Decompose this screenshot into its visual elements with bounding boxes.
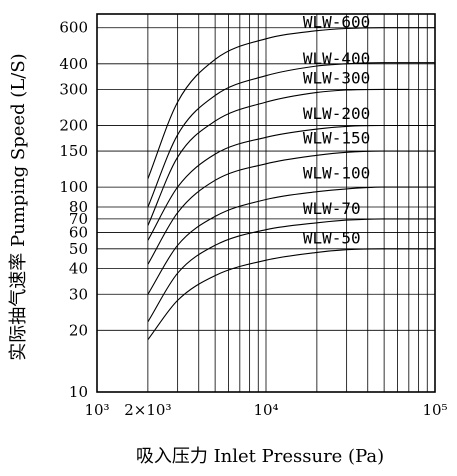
y-tick-label: 10 xyxy=(69,383,88,401)
y-tick-label: 100 xyxy=(59,178,88,196)
curve-wlw-50 xyxy=(147,248,435,341)
x-tick-label: 10⁵ xyxy=(422,401,447,419)
x-tick-label: 10³ xyxy=(84,401,109,419)
y-tick-label: 300 xyxy=(59,80,88,98)
series-curves xyxy=(147,27,435,341)
y-tick-label: 600 xyxy=(59,19,88,37)
y-tick-label: 20 xyxy=(69,321,88,339)
y-tick-label: 30 xyxy=(69,285,88,303)
y-tick-label: 200 xyxy=(59,116,88,134)
grid xyxy=(97,14,435,392)
curve-wlw-300 xyxy=(147,88,409,226)
y-tick-label: 80 xyxy=(69,198,88,216)
y-tick-label: 60 xyxy=(69,224,88,242)
y-tick-label: 50 xyxy=(69,240,88,258)
curve-wlw-400 xyxy=(147,62,435,208)
x-tick-label: 2×10³ xyxy=(124,401,171,419)
series-label-wlw-400: WLW-400 xyxy=(303,49,370,68)
x-tick-label: 10⁴ xyxy=(253,401,278,419)
series-label-wlw-70: WLW-70 xyxy=(303,199,361,218)
y-tick-label: 150 xyxy=(59,142,88,160)
curve-wlw-600 xyxy=(147,27,435,179)
y-tick-label: 70 xyxy=(69,210,88,228)
series-label-wlw-50: WLW-50 xyxy=(303,229,361,248)
series-label-wlw-100: WLW-100 xyxy=(303,164,370,183)
y-axis-title: 实际抽气速率 Pumping Speed (L/S) xyxy=(8,53,29,360)
series-label-wlw-150: WLW-150 xyxy=(303,129,370,148)
x-axis-title: 吸入压力 Inlet Pressure (Pa) xyxy=(136,446,384,467)
curve-wlw-150 xyxy=(147,150,435,265)
series-label-wlw-200: WLW-200 xyxy=(303,104,370,123)
curve-wlw-100 xyxy=(147,186,435,295)
series-label-wlw-300: WLW-300 xyxy=(303,69,370,88)
x-tick-labels: 10³ 2×10³ 10⁴ 10⁵ xyxy=(84,401,447,419)
plot-frame xyxy=(96,13,436,393)
curve-wlw-200 xyxy=(147,124,435,241)
curve-wlw-70 xyxy=(147,218,435,323)
y-tick-label: 40 xyxy=(69,260,88,278)
y-tick-label: 400 xyxy=(59,55,88,73)
series-label-wlw-600: WLW-600 xyxy=(303,13,370,32)
